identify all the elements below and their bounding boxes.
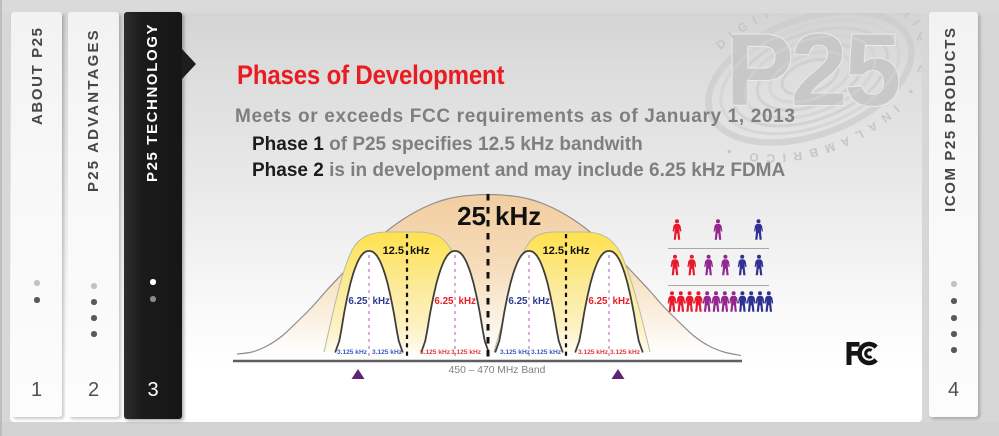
svg-text:12.5: 12.5 xyxy=(543,245,564,257)
svg-text:kHz: kHz xyxy=(613,296,631,307)
svg-text:P25: P25 xyxy=(726,13,899,127)
svg-text:25: 25 xyxy=(457,201,486,231)
svg-text:kHz: kHz xyxy=(373,296,391,307)
svg-text:kHz: kHz xyxy=(495,201,541,231)
svg-text:6.25: 6.25 xyxy=(348,296,368,307)
svg-text:kHz: kHz xyxy=(533,296,551,307)
svg-text:12.5: 12.5 xyxy=(383,245,404,257)
svg-text:3.125 kHz: 3.125 kHz xyxy=(610,349,641,356)
svg-text:6.25: 6.25 xyxy=(588,296,608,307)
svg-text:6.25: 6.25 xyxy=(508,296,528,307)
svg-text:kHz: kHz xyxy=(570,245,590,257)
svg-text:6.25: 6.25 xyxy=(434,296,454,307)
svg-text:3.125 kHz: 3.125 kHz xyxy=(500,349,531,356)
svg-text:450 – 470 MHz Band: 450 – 470 MHz Band xyxy=(449,365,546,376)
svg-text:3.125 kHz: 3.125 kHz xyxy=(578,349,609,356)
svg-text:kHz: kHz xyxy=(459,296,477,307)
svg-text:3.125 kHz: 3.125 kHz xyxy=(451,349,482,356)
svg-text:3.125 kHz: 3.125 kHz xyxy=(372,349,403,356)
svg-text:3.125 kHz: 3.125 kHz xyxy=(420,349,451,356)
svg-text:3.125 kHz: 3.125 kHz xyxy=(337,349,368,356)
svg-text:3.125 kHz: 3.125 kHz xyxy=(531,349,562,356)
svg-text:kHz: kHz xyxy=(410,245,430,257)
